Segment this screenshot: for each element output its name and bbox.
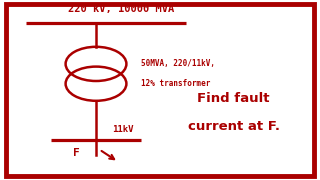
Text: 220 kV, 10000 MVA: 220 kV, 10000 MVA [68, 4, 175, 14]
Text: current at F.: current at F. [188, 120, 280, 132]
Text: Find fault: Find fault [197, 93, 270, 105]
Text: 12% transformer: 12% transformer [141, 79, 210, 88]
Text: F: F [73, 148, 80, 158]
Text: 11kV: 11kV [112, 125, 133, 134]
Text: 50MVA, 220/11kV,: 50MVA, 220/11kV, [141, 59, 215, 68]
